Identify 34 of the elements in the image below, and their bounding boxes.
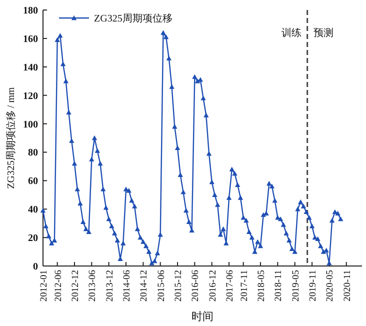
x-tick-label: 2016-12 (208, 270, 218, 302)
y-tick-label: 100 (23, 119, 38, 130)
y-tick-label: 140 (23, 62, 38, 74)
x-tick-label: 2018-05 (257, 270, 268, 302)
x-tick-label: 2019-11 (308, 270, 319, 302)
y-tick-label: 120 (23, 90, 38, 102)
x-tick-label: 2014-12 (140, 270, 150, 302)
y-tick-label: 160 (23, 34, 38, 45)
x-tick-label: 2012-12 (70, 270, 81, 302)
x-tick-label: 2020-11 (342, 270, 353, 302)
annotation: 训练 (281, 27, 302, 39)
x-tick-label: 2017-11 (240, 270, 250, 302)
x-tick-label: 2012-06 (54, 270, 64, 302)
y-axis-title: ZG325周期项位移 / mm (5, 86, 17, 189)
x-tick-label: 2017-06 (226, 270, 236, 302)
x-tick-label: 2013-06 (88, 270, 98, 302)
y-tick-label: 0 (33, 262, 38, 272)
y-tick-label: 80 (28, 148, 38, 159)
annotation: 预测 (313, 27, 334, 39)
x-tick-label: 2016-06 (191, 270, 202, 302)
x-tick-label: 2015-06 (156, 270, 167, 302)
y-tick-label: 40 (28, 204, 38, 216)
x-tick-label: 2018-11 (274, 270, 284, 302)
x-tick-label: 2020-05 (326, 270, 336, 302)
legend-label: ZG325周期项位移 (94, 12, 172, 24)
y-tick-label: 20 (28, 233, 38, 244)
x-tick-label: 2019-05 (291, 270, 302, 302)
x-axis-title: 时间 (192, 310, 214, 323)
x-tick-label: 2013-12 (105, 270, 116, 302)
y-tick-label: 180 (23, 6, 38, 16)
x-tick-label: 2014-06 (122, 270, 132, 302)
x-tick-label: 2015-12 (174, 270, 184, 302)
y-tick-label: 60 (28, 176, 38, 188)
x-tick-label: 2012-01 (40, 270, 50, 302)
